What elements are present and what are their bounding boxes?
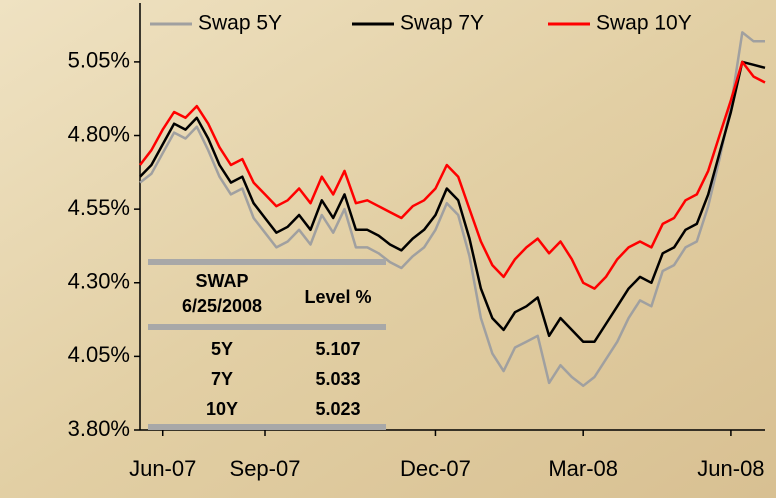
x-tick-label: Jun-08 bbox=[697, 456, 764, 481]
table-title: SWAP bbox=[195, 271, 248, 291]
y-tick-label: 5.05% bbox=[68, 48, 130, 73]
y-tick-label: 3.80% bbox=[68, 416, 130, 441]
legend-label: Swap 7Y bbox=[400, 12, 484, 35]
legend-label: Swap 5Y bbox=[198, 12, 282, 35]
table-label: 5Y bbox=[211, 339, 233, 359]
table-value: 5.107 bbox=[315, 339, 360, 359]
chart: 3.80% 4.05% 4.30% 4.55% 4.80% 5.05% Jun-07 Sep-… bbox=[0, 0, 776, 498]
x-tick-label: Dec-07 bbox=[400, 456, 471, 481]
x-tick-label: Mar-08 bbox=[548, 456, 618, 481]
y-tick-label: 4.55% bbox=[68, 195, 130, 220]
x-tick-label: Jun-07 bbox=[129, 456, 196, 481]
table-rule bbox=[148, 424, 386, 430]
y-tick-label: 4.30% bbox=[68, 269, 130, 294]
table-rule bbox=[148, 324, 386, 330]
table-value: 5.033 bbox=[315, 369, 360, 389]
table-date: 6/25/2008 bbox=[182, 296, 262, 316]
y-tick-label: 4.05% bbox=[68, 342, 130, 367]
x-tick-label: Sep-07 bbox=[230, 456, 301, 481]
table-column: Level % bbox=[304, 287, 371, 307]
y-tick-label: 4.80% bbox=[68, 121, 130, 146]
table-value: 5.023 bbox=[315, 399, 360, 419]
table-label: 7Y bbox=[211, 369, 233, 389]
table-label: 10Y bbox=[206, 399, 238, 419]
legend-label: Swap 10Y bbox=[596, 12, 692, 35]
table-rule bbox=[148, 259, 386, 265]
